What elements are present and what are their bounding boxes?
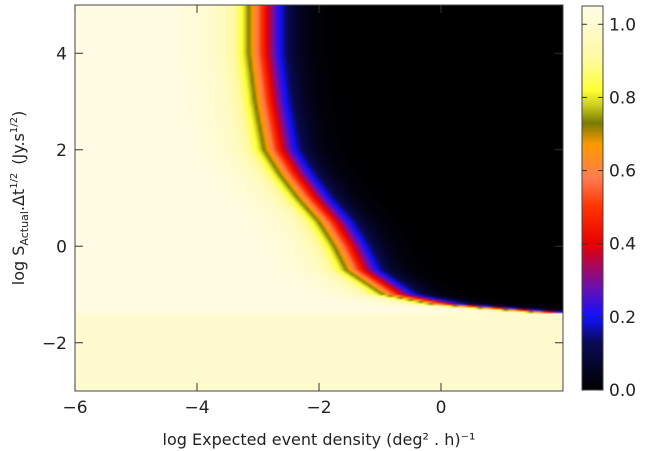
y-tick-label: 4	[56, 44, 67, 64]
colorbar-gradient	[581, 5, 604, 391]
y-tick-label: −2	[42, 334, 67, 354]
y-tick-label: 0	[56, 237, 67, 257]
colorbar-tick-label: 0.6	[609, 162, 636, 182]
x-axis-label: log Expected event density (deg² . h)⁻¹	[163, 430, 476, 449]
x-tick-label: −2	[306, 398, 331, 418]
x-tick-label: −6	[62, 398, 87, 418]
colorbar: 0.0 0.2 0.4 0.6 0.8 1.0	[581, 5, 636, 401]
colorbar-tick-label: 0.2	[609, 308, 636, 328]
y-tick-label: 2	[56, 141, 67, 161]
heatmap-image	[75, 5, 563, 391]
x-axis-ticks: −6 −4 −2 0	[62, 5, 446, 418]
colorbar-tick-label: 0.8	[609, 88, 636, 108]
x-tick-label: 0	[436, 398, 447, 418]
plot-area: −6 −4 −2 0 −2 0 2 4	[42, 4, 564, 418]
y-axis-ticks: −2 0 2 4	[42, 44, 563, 354]
y-axis-label: log SActual.Δt1/2(Jy.s1/2)	[9, 111, 31, 285]
colorbar-tick-label: 0.0	[609, 381, 636, 401]
colorbar-tick-label: 1.0	[609, 15, 636, 35]
x-tick-label: −4	[184, 398, 209, 418]
colorbar-ticks: 0.0 0.2 0.4 0.6 0.8 1.0	[582, 15, 636, 401]
colorbar-tick-label: 0.4	[609, 235, 636, 255]
